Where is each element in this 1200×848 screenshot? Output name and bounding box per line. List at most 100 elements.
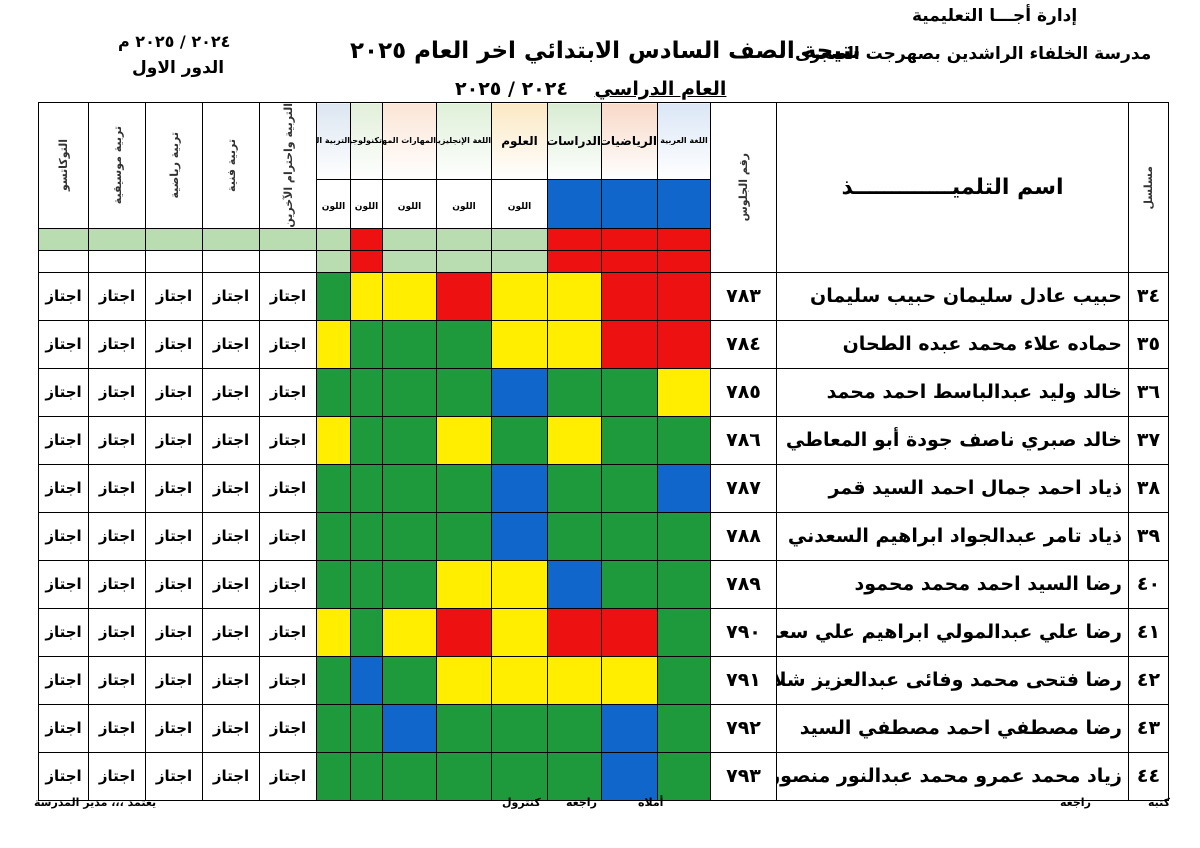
serial-number: ٣٧ [1136,429,1161,452]
activity-result: اجتاز [269,527,307,546]
activity-result: اجتاز [45,479,82,498]
grade-color-cell [657,655,711,705]
grade-color-cell [547,703,602,753]
activity-result: اجتاز [45,623,82,642]
activity-result: اجتاز [269,287,307,306]
serial-number: ٤٣ [1136,717,1161,740]
grade-color-cell [601,655,658,705]
legend-swatch-lightgreen [88,227,146,251]
grade-color-cell [316,415,351,465]
activity-result-cell: اجتاز [259,415,317,465]
grade-color-cell [657,367,711,417]
grade-color-cell [601,319,658,369]
serial-number: ٣٨ [1136,477,1161,500]
grade-color-cell [657,319,711,369]
seat-number-header-label: رقم الجلوس [737,153,750,222]
legend-blank [145,249,203,273]
activity-result: اجتاز [155,575,193,594]
activity-result: اجتاز [212,719,250,738]
legend-swatch-blue [601,178,658,229]
serial-number-cell: ٤٠ [1128,559,1169,609]
subject-header: تكنولوجيا المعلومات [350,102,383,180]
student-name: حماده علاء محمد عبده الطحان [842,333,1122,356]
grade-color-cell [350,607,383,657]
activity-header: التوكاتسو [38,102,89,229]
grade-color-cell [601,511,658,561]
activity-header-label: تربية رياضية [167,132,181,199]
activity-result-cell: اجتاز [38,559,89,609]
footer-reviewed-control: راجعه [566,796,597,809]
activity-result: اجتاز [98,479,136,498]
activity-result: اجتاز [98,335,136,354]
legend-swatch-red [350,227,383,251]
grade-color-cell [350,703,383,753]
activity-result-cell: اجتاز [259,607,317,657]
activity-result: اجتاز [212,335,250,354]
grade-color-cell [350,511,383,561]
activity-result-cell: اجتاز [202,367,260,417]
subject-header: التربية الدينية [316,102,351,180]
serial-header-label: مسلسل [1142,165,1155,210]
grade-color-cell [350,319,383,369]
seat-number-cell: ٧٨٥ [710,367,777,417]
grade-color-cell [601,559,658,609]
seat-number-cell: ٧٩١ [710,655,777,705]
activity-result: اجتاز [269,767,307,786]
activity-result-cell: اجتاز [259,559,317,609]
activity-header: تربية موسيقية [88,102,146,229]
grade-color-cell [491,655,548,705]
grade-color-cell [350,463,383,513]
grade-color-cell [382,415,437,465]
grade-color-cell [316,655,351,705]
activity-result-cell: اجتاز [145,415,203,465]
grade-color-cell [316,751,351,801]
student-name: رضا مصطفي احمد مصطفي السيد [799,717,1122,740]
header-year: ٢٠٢٤ / ٢٠٢٥ م [118,32,231,51]
student-name-cell: رضا فتحى محمد وفائى عبدالعزيز شلاطه [776,655,1129,705]
grade-color-cell [350,655,383,705]
subject-header-label: تكنولوجيا المعلومات [352,136,382,146]
grade-color-cell [547,463,602,513]
grade-color-cell [382,607,437,657]
seat-number-cell: ٧٨٧ [710,463,777,513]
school-name: مدرسة الخلفاء الراشدين بصهرجت الصغرى [795,44,1152,64]
grade-color-cell [547,367,602,417]
footer-approved: يعتمد ،،، مدير المدرسة [34,796,157,809]
grade-color-cell [382,463,437,513]
serial-number-cell: ٤٣ [1128,703,1169,753]
administration-name: إدارة أجـــا التعليمية [912,6,1078,26]
student-row: اجتاز اجتاز اجتاز اجتاز اجتاز ٧٩٠ رضا علي عبدا… [38,607,1169,657]
activity-result: اجتاز [155,335,193,354]
subject-header: الرياضيات [601,102,658,180]
grade-color-cell [547,319,602,369]
subject-header-label: الرياضيات [601,133,657,148]
serial-number: ٤٠ [1136,573,1161,596]
grade-color-cell [547,751,602,801]
activity-result-cell: اجتاز [38,415,89,465]
activity-result: اجتاز [212,431,250,450]
student-name-cell: حماده علاء محمد عبده الطحان [776,319,1129,369]
activity-result-cell: اجتاز [145,511,203,561]
activity-result-cell: اجتاز [38,511,89,561]
activity-result: اجتاز [155,527,193,546]
subject-header-label: اللغة العربية [660,136,708,146]
serial-number: ٣٤ [1136,285,1161,308]
legend-swatch-lightgreen [316,227,351,251]
seat-number-cell: ٧٨٤ [710,319,777,369]
legend-blank [88,249,146,273]
student-row: اجتاز اجتاز اجتاز اجتاز اجتاز ٧٨٨ ذياد تامر عب… [38,511,1169,561]
activity-result: اجتاز [45,287,82,306]
serial-number: ٤٢ [1136,669,1161,692]
legend-swatch-red [601,227,658,251]
serial-number-cell: ٣٥ [1128,319,1169,369]
student-row: اجتاز اجتاز اجتاز اجتاز اجتاز ٧٨٦ خالد صبري نا… [38,415,1169,465]
results-table: التوكاتسو تربية موسيقية تربية رياضية تربية … [38,102,1169,801]
result-title: نتيجة الصف السادس الابتدائي اخر العام ٢٠… [350,38,861,64]
academic-year-value: ٢٠٢٤ / ٢٠٢٥ [455,78,568,100]
student-name: ذياد تامر عبدالجواد ابراهيم السعدني [787,525,1122,548]
grade-color-cell [436,607,492,657]
seat-number: ٧٩٠ [726,621,761,644]
student-name: رضا السيد احمد محمد محمود [854,573,1122,596]
activity-result: اجتاز [155,383,193,402]
grade-color-cell [436,271,492,321]
